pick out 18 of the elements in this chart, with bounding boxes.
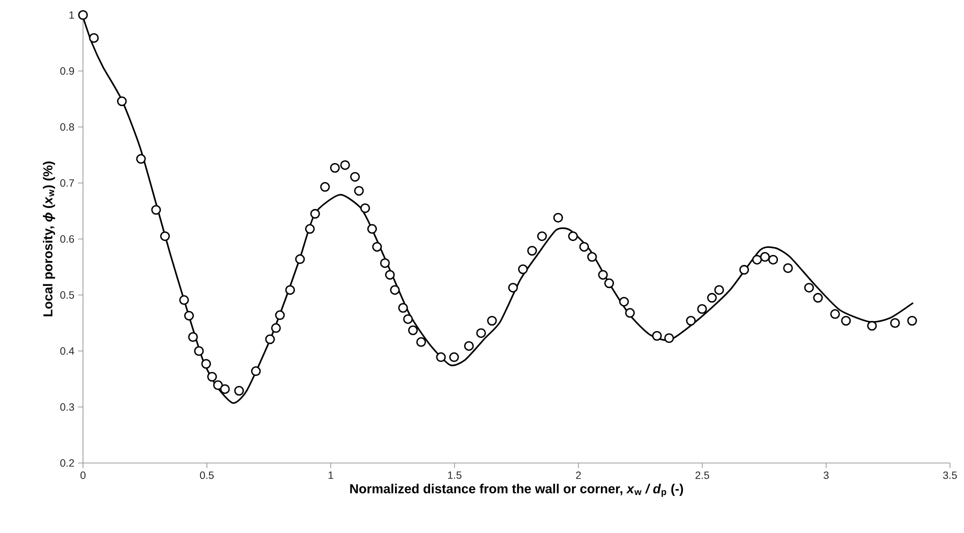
x-tick-label: 2: [576, 472, 581, 479]
y-tick-label: 0.2: [60, 459, 74, 467]
y-tick-label: 0.9: [60, 67, 74, 75]
y-tick-label: 0.7: [60, 179, 74, 187]
y-tick-label: 0.4: [60, 347, 74, 355]
x-tick-label: 2.5: [696, 472, 710, 479]
x-tick-label: 3.5: [943, 472, 957, 479]
x-tick-label: 1: [328, 472, 334, 479]
x-tick-label: 1.5: [448, 472, 462, 479]
y-tick-label: 0.6: [60, 235, 74, 243]
y-tick-label: 0.8: [60, 123, 74, 131]
y-tick-label: 1: [69, 11, 74, 19]
x-tick-label: 0.5: [200, 472, 214, 479]
y-tick-label: 0.5: [60, 291, 74, 299]
y-tick-label: 0.3: [60, 403, 74, 411]
x-tick-label: 3: [824, 472, 829, 479]
x-axis-title: Normalized distance from the wall or corner, x$_{w}$ / d$_{p}$ (-): [350, 484, 684, 497]
x-tick-label: 0: [80, 472, 86, 479]
